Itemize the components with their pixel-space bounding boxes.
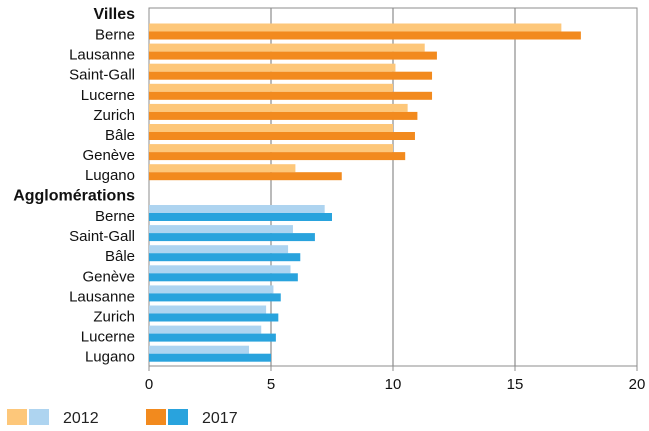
category-label: Lugano [85, 349, 135, 366]
x-tick-label: 0 [145, 376, 153, 393]
bar-villes-2017 [149, 132, 415, 140]
bar-agglomerations-2012 [149, 345, 250, 354]
bar-agglomerations-2012 [149, 205, 325, 213]
bar-villes-2017 [149, 111, 418, 120]
category-label: Zurich [93, 309, 135, 326]
bar-agglomerations-2017 [149, 353, 271, 362]
group-title: Villes [93, 6, 135, 23]
bar-agglomerations-2017 [149, 273, 298, 282]
x-tick-label: 10 [385, 376, 402, 393]
bar-agglomerations-2012 [149, 305, 267, 314]
legend-label: 2017 [202, 410, 238, 427]
category-label: Genève [82, 268, 135, 285]
bar-villes-2012 [149, 124, 393, 132]
category-label: Lucerne [81, 87, 135, 104]
bar-villes-2012 [149, 63, 396, 72]
bar-villes-2012 [149, 103, 408, 112]
bar-villes-2017 [149, 152, 406, 161]
bar-villes-2017 [149, 71, 433, 80]
bar-agglomerations-2012 [149, 225, 293, 234]
category-label: Lucerne [81, 329, 135, 346]
category-label: Saint-Gall [69, 228, 135, 245]
bar-villes-2012 [149, 43, 425, 52]
legend-swatch [168, 409, 188, 425]
bar-agglomerations-2017 [149, 293, 281, 302]
bar-agglomerations-2017 [149, 253, 301, 262]
category-label: Zurich [93, 107, 135, 124]
bar-agglomerations-2017 [149, 213, 332, 221]
bar-agglomerations-2017 [149, 313, 279, 322]
legend-swatch [7, 409, 27, 425]
x-tick-label: 20 [629, 376, 646, 393]
category-label: Bâle [105, 127, 135, 144]
bar-agglomerations-2017 [149, 333, 276, 342]
x-tick-label: 15 [507, 376, 524, 393]
bar-agglomerations-2017 [149, 233, 315, 242]
bar-agglomerations-2012 [149, 265, 291, 274]
bar-villes-2012 [149, 144, 393, 153]
category-label: Lausanne [69, 47, 135, 64]
bar-villes-2017 [149, 31, 581, 40]
x-tick-label: 5 [267, 376, 275, 393]
legend-swatch [146, 409, 166, 425]
category-label: Bâle [105, 248, 135, 265]
legend-swatch [29, 409, 49, 425]
category-label: Berne [95, 208, 135, 225]
category-label: Saint-Gall [69, 67, 135, 84]
bar-agglomerations-2012 [149, 325, 262, 334]
bar-villes-2012 [149, 83, 393, 92]
bar-agglomerations-2012 [149, 245, 289, 254]
bar-villes-2017 [149, 51, 437, 60]
bar-villes-2012 [149, 23, 562, 32]
bar-villes-2012 [149, 164, 296, 173]
bar-villes-2017 [149, 91, 433, 100]
bar-villes-2017 [149, 172, 342, 181]
category-label: Lugano [85, 167, 135, 184]
category-label: Berne [95, 27, 135, 44]
category-label: Lausanne [69, 288, 135, 305]
bar-agglomerations-2012 [149, 285, 274, 294]
legend-label: 2012 [63, 410, 99, 427]
category-label: Genève [82, 147, 135, 164]
group-title: Agglomérations [13, 188, 135, 205]
